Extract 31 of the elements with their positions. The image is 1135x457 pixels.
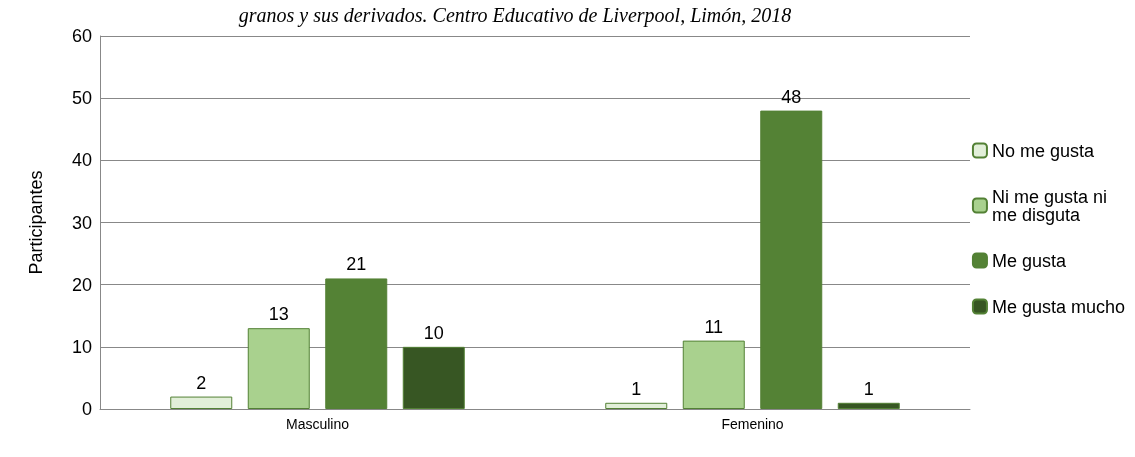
bar <box>760 110 823 409</box>
data-label: 11 <box>704 316 724 337</box>
bar <box>837 402 900 409</box>
y-tick-label: 40 <box>71 150 92 171</box>
y-axis-title: Participantes <box>26 170 46 275</box>
data-label: 10 <box>423 322 444 343</box>
y-tick-label: 0 <box>81 399 92 419</box>
bar <box>325 278 388 409</box>
data-label: 13 <box>268 304 289 325</box>
legend-label: Me gusta <box>991 250 1067 271</box>
y-tick-label: 10 <box>71 336 92 357</box>
y-tick-label: 20 <box>71 274 92 295</box>
x-tick-label: Femenino <box>721 416 784 432</box>
bar <box>170 396 233 409</box>
legend-label: Ni me gusta ni me disguta <box>991 186 1112 225</box>
bar <box>682 340 745 409</box>
bar <box>605 402 668 409</box>
data-label: 21 <box>346 254 367 275</box>
y-tick-label: 60 <box>71 26 92 46</box>
data-label: 2 <box>196 372 207 393</box>
data-label: 1 <box>863 378 874 399</box>
y-tick-label: 50 <box>71 88 92 109</box>
legend-label: Me gusta mucho <box>991 296 1126 317</box>
data-label: 48 <box>781 86 802 107</box>
y-tick-label: 30 <box>71 212 92 233</box>
bar <box>247 328 310 409</box>
legend-label: No me gusta <box>991 140 1095 161</box>
data-label: 1 <box>631 378 642 399</box>
chart-title: granos y sus derivados. Centro Educativo de Liverpool, Limón, 2018 <box>238 4 792 27</box>
bar <box>402 346 465 409</box>
x-tick-label: Masculino <box>285 416 350 432</box>
